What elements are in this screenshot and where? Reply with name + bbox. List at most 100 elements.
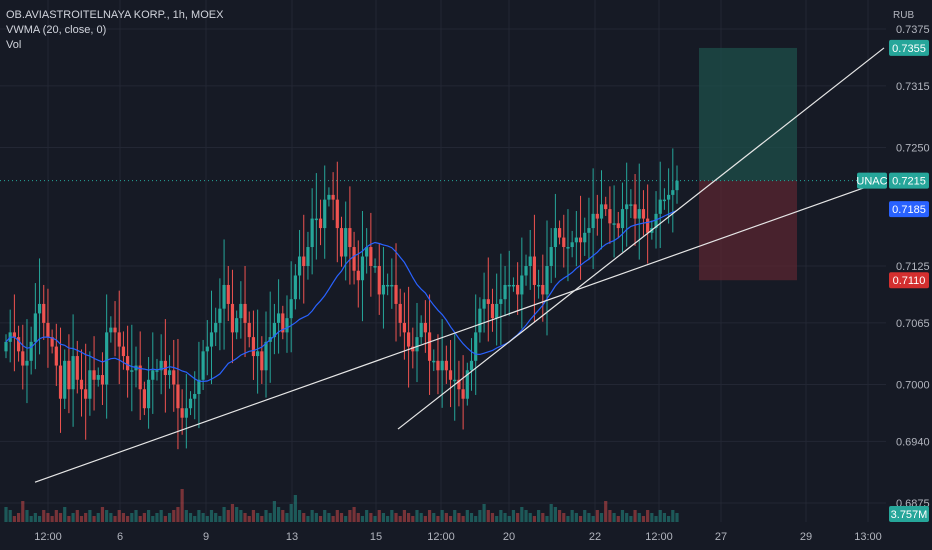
volume-bar <box>222 507 226 522</box>
candle-body <box>230 303 235 333</box>
stop-price-tag-bg <box>889 272 929 289</box>
candle-body <box>239 303 243 319</box>
candle-body <box>436 360 440 371</box>
candle-body <box>386 284 390 287</box>
position-loss-zone[interactable] <box>699 180 797 281</box>
volume-bar <box>461 516 465 522</box>
volume-bar <box>474 516 478 522</box>
volume-bar <box>541 513 545 522</box>
volume-bar <box>566 516 570 522</box>
candle-body <box>448 370 453 380</box>
volume-bar <box>88 510 92 522</box>
volume-bar <box>138 516 142 522</box>
symbol-title[interactable]: OB.AVIASTROITELNAYA KORP., 1h, MOEX <box>6 9 224 21</box>
time-axis[interactable]: 12:00 6 9 13 15 12:00 20 22 12:00 27 29 13:00 <box>34 531 882 543</box>
volume-bar <box>667 516 671 522</box>
candle-body <box>369 247 373 266</box>
candle-body <box>151 370 155 380</box>
volume-bar <box>373 516 377 522</box>
indicator-label[interactable]: VWMA (20, close, 0) <box>6 24 107 36</box>
volume-bar <box>130 513 134 522</box>
volume-bar <box>109 513 113 522</box>
time-tick-label: 13:00 <box>854 531 882 543</box>
candle-body <box>54 346 58 366</box>
volume-bar <box>297 510 302 522</box>
candle-body <box>629 204 633 206</box>
price-axis[interactable]: 0.68750.69400.70000.70650.71250.72500.73… <box>896 24 930 510</box>
price-tags: 0.7355 0.7215 0.7185 0.7110 UNAC 3.757M <box>856 39 929 522</box>
candle-body <box>461 389 465 399</box>
volume-bar <box>276 507 281 522</box>
volume-bars <box>4 489 679 522</box>
candle-body <box>176 384 180 409</box>
volume-bar <box>402 510 407 522</box>
volume-bar <box>658 510 662 522</box>
candle-body <box>637 209 641 219</box>
price-tick-label: 0.7250 <box>896 142 930 154</box>
candle-body <box>654 213 658 229</box>
volume-bar <box>243 513 247 522</box>
volume-bar <box>549 504 553 522</box>
volume-bar <box>570 510 574 522</box>
position-profit-zone[interactable] <box>699 47 797 181</box>
candle-body <box>541 284 545 295</box>
candle-body <box>331 194 335 200</box>
volume-bar <box>251 510 256 522</box>
candle-body <box>595 213 599 219</box>
volume-bar <box>54 510 58 522</box>
volume-bar <box>4 507 8 522</box>
volume-bar <box>58 513 63 522</box>
candle-body <box>465 370 469 399</box>
volume-bar <box>469 513 474 522</box>
candle-body <box>226 284 230 304</box>
candle-body <box>360 256 365 281</box>
candle-body <box>235 318 239 333</box>
candle-body <box>306 247 310 266</box>
volume-label[interactable]: Vol <box>6 39 22 51</box>
volume-bar <box>356 513 360 522</box>
volume-bar <box>440 510 444 522</box>
volume-bar <box>360 516 365 522</box>
volume-bar <box>348 510 352 522</box>
candle-body <box>79 379 84 390</box>
volume-bar <box>482 504 486 522</box>
volume-bar <box>453 510 457 522</box>
volume-bar <box>637 513 641 522</box>
volume-bar <box>302 513 306 522</box>
volume-bar <box>654 516 658 522</box>
volume-bar <box>230 504 235 522</box>
candle-body <box>562 237 566 248</box>
candle-body <box>411 346 415 352</box>
time-tick-label: 9 <box>203 531 209 543</box>
volume-bar <box>381 513 386 522</box>
time-tick-label: 13 <box>286 531 298 543</box>
volume-bar <box>256 513 260 522</box>
volume-bar <box>465 510 469 522</box>
trendline-steep[interactable] <box>397 47 885 430</box>
candle-body <box>671 190 675 195</box>
candle-body <box>537 284 541 287</box>
stop-price-tag: 0.7110 <box>893 275 926 287</box>
candle-body <box>71 356 75 390</box>
trendline-long[interactable] <box>34 180 885 483</box>
volume-bar <box>180 489 184 522</box>
volume-bar <box>427 510 432 522</box>
candle-body <box>356 270 360 281</box>
volume-bar <box>394 513 398 522</box>
volume-bar <box>419 513 423 522</box>
volume-bar <box>432 513 436 522</box>
volume-bar <box>528 513 532 522</box>
volume-bar <box>100 507 105 522</box>
volume-bar <box>235 507 239 522</box>
time-tick-label: 20 <box>503 531 515 543</box>
volume-bar <box>553 507 557 522</box>
volume-bar <box>587 513 591 522</box>
time-tick-label: 22 <box>589 531 601 543</box>
volume-bar <box>478 510 482 522</box>
candle-body <box>440 360 444 371</box>
candle-body <box>478 308 482 333</box>
volume-bar <box>226 510 230 522</box>
volume-bar <box>285 513 289 522</box>
volume-bar <box>37 516 42 522</box>
